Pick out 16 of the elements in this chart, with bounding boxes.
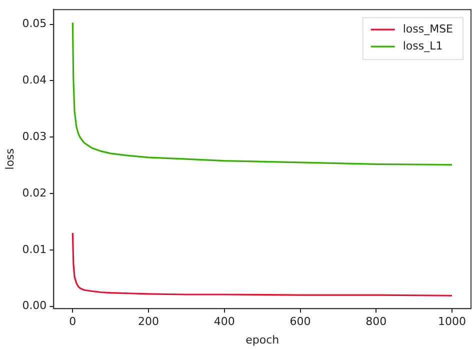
legend-label: loss_L1 [402, 39, 443, 52]
x-tick-label: 400 [214, 315, 235, 328]
y-axis-title: loss [3, 148, 16, 170]
x-tick-label: 200 [138, 315, 160, 328]
y-tick-label: 0.02 [22, 186, 47, 200]
y-tick-label: 0.01 [22, 242, 47, 256]
y-tick-label: 0.00 [22, 299, 47, 312]
x-tick-label: 600 [290, 315, 311, 328]
x-axis-title: epoch [246, 333, 280, 346]
x-tick-label: 1000 [438, 315, 466, 328]
legend-label: loss_MSE [402, 22, 454, 36]
y-tick-label: 0.03 [22, 130, 47, 143]
y-tick-label: 0.04 [22, 74, 47, 87]
x-tick-label: 0 [69, 315, 76, 328]
y-tick-label: 0.05 [22, 17, 47, 30]
x-tick-label: 800 [366, 315, 387, 328]
